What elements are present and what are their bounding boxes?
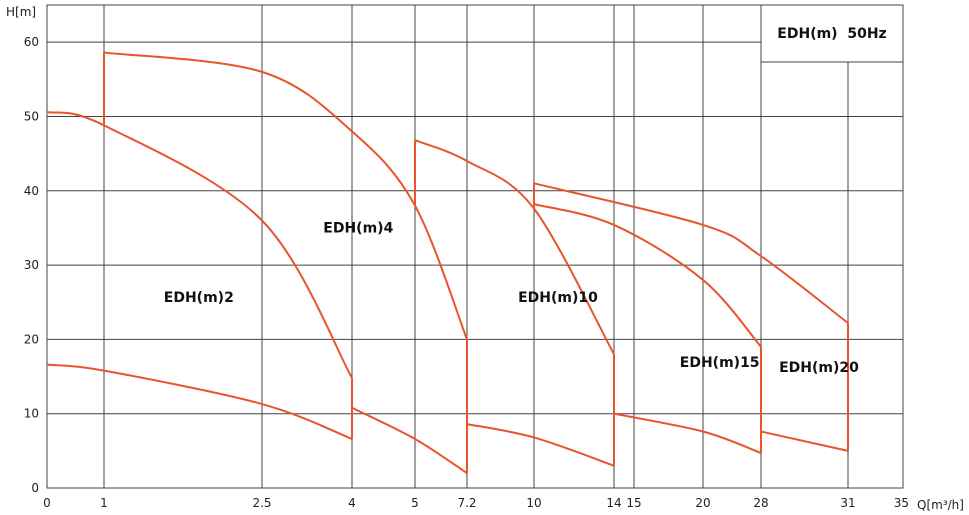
chart-title: EDH(m) 50Hz — [777, 26, 886, 42]
title-box-frame — [760, 4, 904, 63]
series-label: EDH(m)15 — [680, 355, 760, 371]
y-tick-label: 0 — [31, 481, 39, 495]
tick-labels: 0 10 20 30 40 50 60 0 1 2.5 4 5 7.2 10 14 15 20 28 31 35 — [24, 35, 909, 510]
y-tick-label: 50 — [24, 109, 39, 123]
series-label: EDH(m)4 — [323, 220, 393, 236]
title-box: EDH(m) 50Hz — [760, 4, 904, 63]
pump-curve — [103, 51, 468, 340]
x-tick-label: 10 — [526, 496, 541, 510]
x-tick-label: 28 — [753, 496, 768, 510]
series-label: EDH(m)2 — [164, 290, 234, 306]
pump-curve — [533, 182, 849, 324]
pump-curve — [351, 406, 468, 474]
pump-curve — [533, 203, 762, 348]
series-annotations: EDH(m)2 EDH(m)4 EDH(m)10 EDH(m)15 EDH(m)20 — [164, 220, 859, 376]
x-tick-label: 0 — [43, 496, 51, 510]
pump-curve — [414, 139, 615, 355]
y-tick-label: 10 — [24, 407, 39, 421]
pump-curve — [760, 430, 849, 452]
x-tick-label: 14 — [606, 496, 621, 510]
pump-curve — [46, 363, 353, 440]
pump-curve — [466, 423, 615, 467]
x-tick-label: 1 — [100, 496, 108, 510]
x-tick-label: 2.5 — [252, 496, 271, 510]
y-tick-label: 40 — [24, 184, 39, 198]
x-tick-label: 15 — [626, 496, 641, 510]
x-tick-label: 4 — [348, 496, 356, 510]
y-tick-label: 60 — [24, 35, 39, 49]
curve-layer — [46, 51, 849, 474]
pump-curve — [46, 111, 353, 379]
y-axis-label: H[m] — [6, 5, 36, 19]
x-tick-label: 7.2 — [457, 496, 476, 510]
series-label: EDH(m)10 — [518, 290, 598, 306]
x-tick-label: 35 — [894, 496, 909, 510]
x-tick-label: 20 — [695, 496, 710, 510]
plot-frame — [46, 4, 904, 489]
grid-lines — [46, 4, 904, 489]
x-tick-label: 31 — [840, 496, 855, 510]
x-tick-label: 5 — [411, 496, 419, 510]
x-axis-label: Q[m³/h] — [917, 498, 964, 512]
pump-curve — [613, 412, 762, 455]
series-label: EDH(m)20 — [779, 360, 859, 376]
y-tick-label: 30 — [24, 258, 39, 272]
y-tick-label: 20 — [24, 332, 39, 346]
